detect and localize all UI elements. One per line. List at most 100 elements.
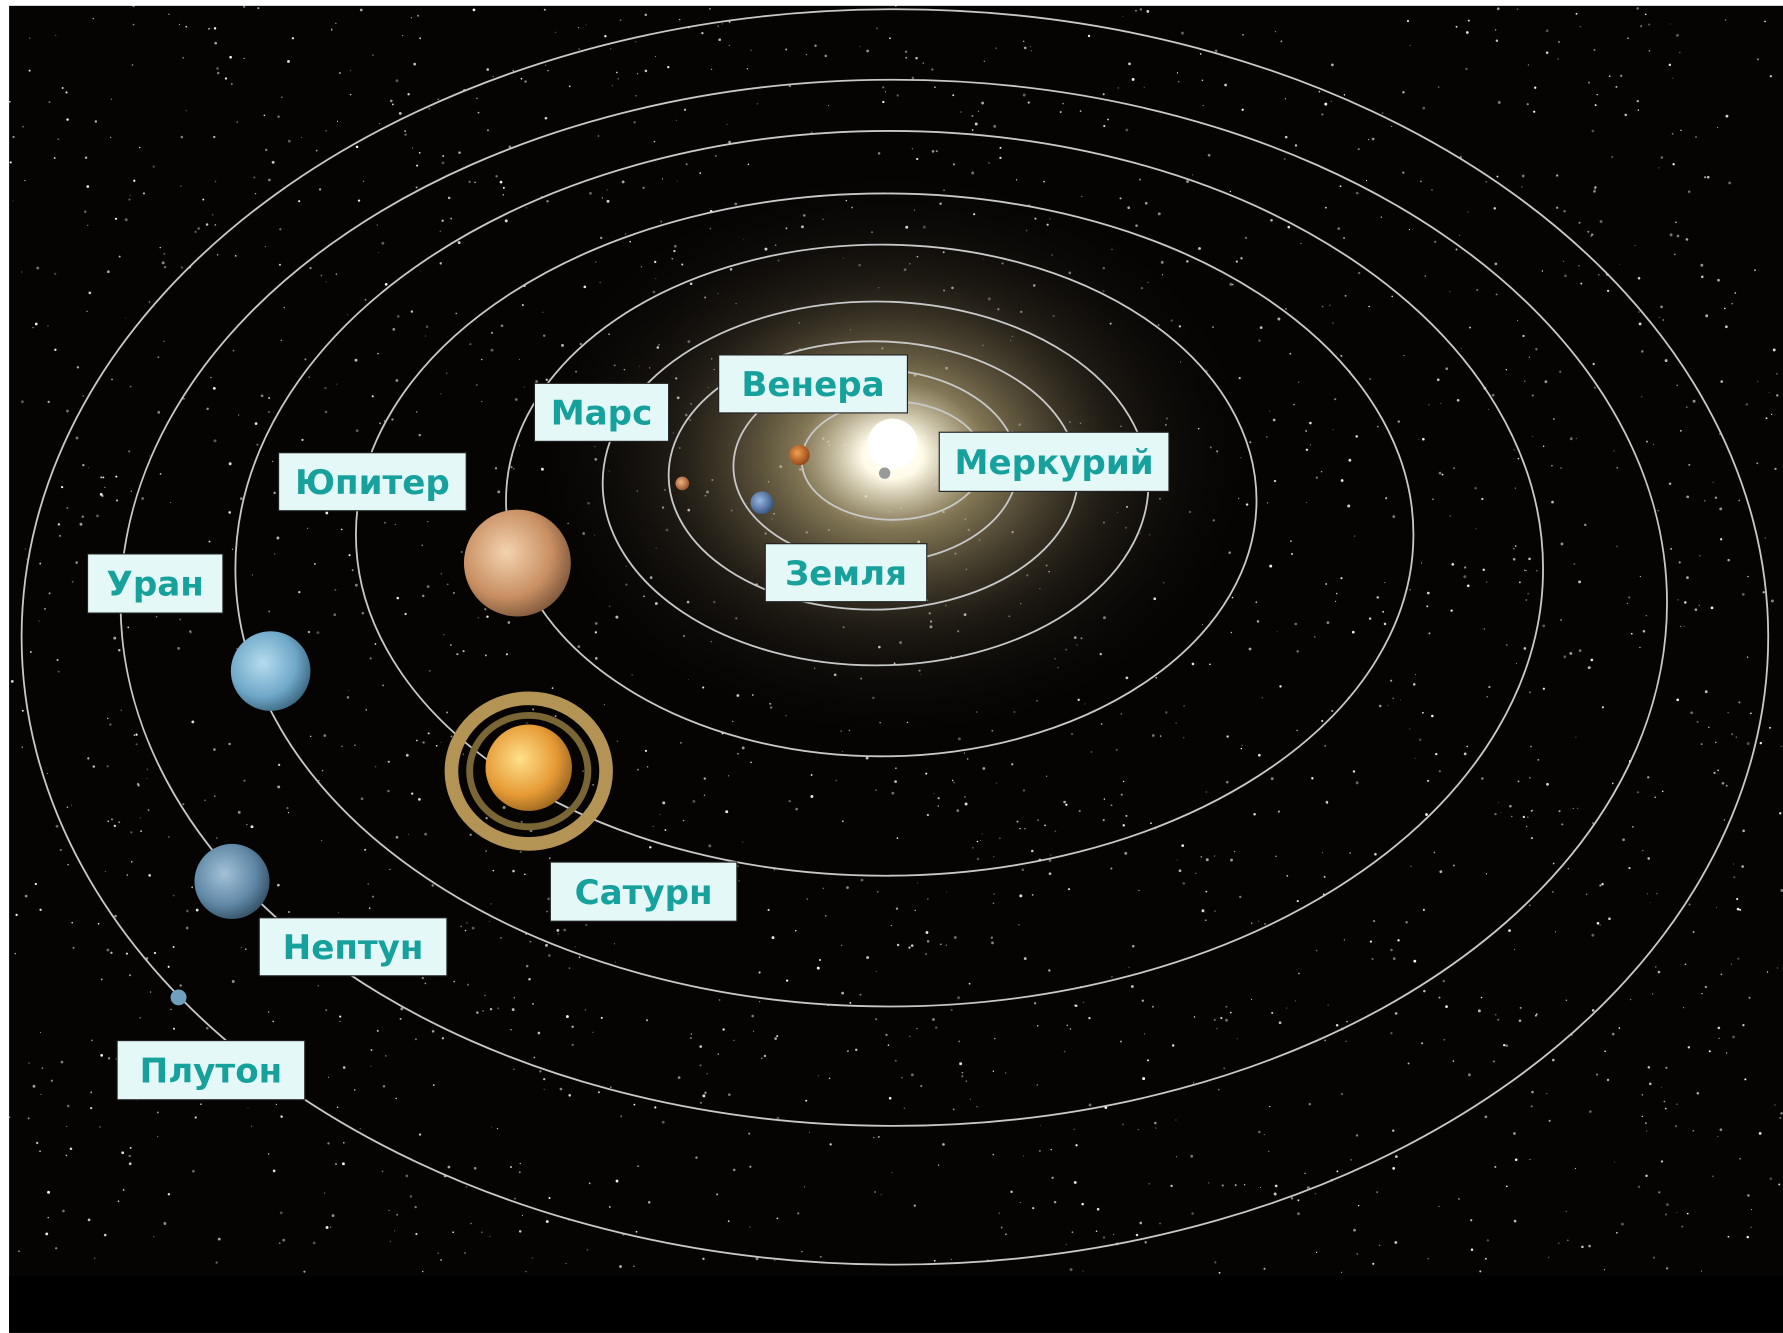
star bbox=[1019, 894, 1022, 897]
star bbox=[1776, 373, 1778, 375]
star bbox=[1409, 728, 1410, 729]
star bbox=[1456, 26, 1458, 28]
star bbox=[1349, 852, 1351, 854]
star bbox=[742, 747, 745, 750]
star bbox=[118, 649, 120, 651]
star bbox=[1218, 1089, 1220, 1091]
star bbox=[1679, 561, 1681, 563]
star bbox=[360, 1128, 361, 1129]
star bbox=[728, 141, 731, 144]
star bbox=[726, 124, 727, 125]
star bbox=[411, 310, 413, 312]
star bbox=[1546, 1093, 1547, 1094]
star bbox=[474, 1167, 477, 1170]
star bbox=[1701, 1271, 1702, 1272]
star bbox=[1321, 471, 1322, 472]
star bbox=[1315, 1193, 1316, 1194]
star bbox=[1514, 449, 1516, 451]
star bbox=[277, 884, 280, 887]
star bbox=[965, 803, 968, 806]
star bbox=[598, 1091, 600, 1093]
star bbox=[476, 1011, 479, 1014]
star bbox=[1713, 482, 1714, 483]
star bbox=[1392, 1167, 1395, 1170]
star bbox=[160, 473, 162, 475]
star bbox=[217, 254, 218, 255]
star bbox=[458, 151, 461, 154]
star bbox=[1704, 176, 1706, 178]
star bbox=[1122, 1124, 1124, 1126]
star bbox=[876, 971, 877, 972]
star bbox=[1255, 601, 1257, 603]
star bbox=[1551, 465, 1553, 467]
star bbox=[1636, 7, 1639, 10]
star bbox=[1159, 1223, 1161, 1225]
star bbox=[1384, 582, 1385, 583]
star bbox=[927, 814, 929, 816]
star bbox=[1356, 1134, 1358, 1136]
star bbox=[384, 522, 386, 524]
star bbox=[240, 497, 243, 500]
star bbox=[1478, 1009, 1481, 1012]
star bbox=[1751, 1227, 1752, 1228]
star bbox=[542, 312, 543, 313]
star bbox=[1336, 593, 1338, 595]
star bbox=[1455, 248, 1457, 250]
star bbox=[598, 135, 600, 137]
star bbox=[1037, 1025, 1038, 1026]
star bbox=[607, 200, 610, 203]
star bbox=[335, 23, 336, 24]
star bbox=[728, 1093, 731, 1096]
star bbox=[932, 1018, 935, 1021]
star bbox=[301, 439, 303, 441]
star bbox=[538, 1032, 541, 1035]
star bbox=[1415, 758, 1416, 759]
star bbox=[21, 271, 22, 272]
star bbox=[1453, 467, 1455, 469]
star bbox=[257, 7, 259, 9]
star bbox=[22, 710, 24, 712]
star bbox=[100, 476, 102, 478]
star bbox=[1274, 480, 1276, 482]
star bbox=[461, 551, 463, 553]
star bbox=[208, 541, 210, 543]
star bbox=[195, 231, 197, 233]
star bbox=[1048, 969, 1050, 971]
star bbox=[604, 704, 605, 705]
star bbox=[1518, 780, 1520, 782]
star bbox=[897, 94, 899, 96]
star bbox=[47, 1191, 50, 1194]
star bbox=[173, 895, 175, 897]
star bbox=[514, 997, 516, 999]
star bbox=[1493, 1060, 1495, 1062]
star bbox=[179, 619, 181, 621]
star bbox=[1234, 851, 1235, 852]
star bbox=[1104, 798, 1105, 799]
star bbox=[548, 954, 551, 957]
star bbox=[1445, 367, 1448, 370]
star bbox=[961, 1075, 963, 1077]
star bbox=[690, 1037, 692, 1039]
star bbox=[1531, 1091, 1534, 1094]
star bbox=[1662, 791, 1664, 793]
star bbox=[1598, 274, 1599, 275]
star bbox=[901, 1077, 902, 1078]
star bbox=[208, 28, 210, 30]
star bbox=[334, 589, 336, 591]
star bbox=[1701, 743, 1703, 745]
star bbox=[882, 101, 884, 103]
star bbox=[456, 653, 458, 655]
star bbox=[61, 1061, 64, 1064]
star bbox=[107, 949, 110, 952]
star bbox=[77, 366, 79, 368]
star bbox=[1774, 1105, 1775, 1106]
star bbox=[107, 270, 110, 273]
star bbox=[1463, 575, 1466, 578]
star bbox=[98, 923, 100, 925]
star bbox=[1304, 1173, 1305, 1174]
star bbox=[186, 910, 189, 913]
star bbox=[415, 1038, 417, 1040]
star bbox=[1553, 863, 1555, 865]
star bbox=[1464, 566, 1466, 568]
star bbox=[1551, 501, 1554, 504]
